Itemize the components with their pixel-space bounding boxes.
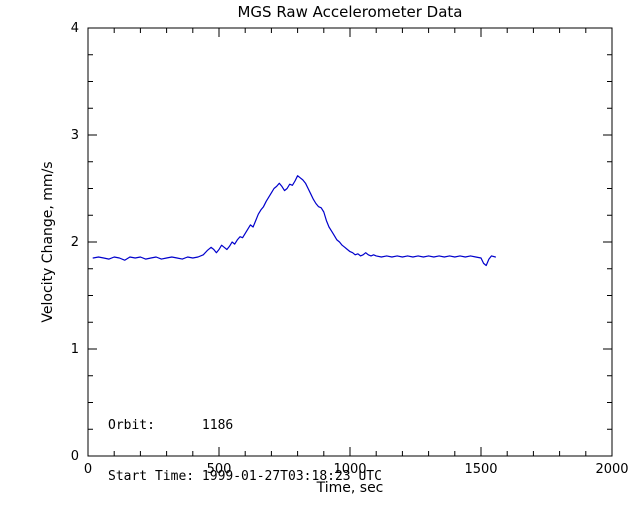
x-tick-label: 500: [207, 462, 232, 477]
y-tick-label: 0: [71, 449, 79, 464]
x-tick-label: 0: [84, 462, 92, 477]
y-tick-label: 4: [71, 21, 79, 36]
y-tick-label: 2: [71, 235, 79, 250]
data-line: [92, 175, 496, 267]
x-axis-label: Time, sec: [316, 480, 384, 496]
chart-title: MGS Raw Accelerometer Data: [237, 3, 462, 21]
x-tick-label: 1000: [333, 462, 366, 477]
annotation-start-time: Start Time: 1999-01-27T03:18:23 UTC: [108, 469, 382, 484]
y-tick-label: 3: [71, 128, 79, 143]
y-axis-label: Velocity Change, mm/s: [40, 161, 56, 322]
y-tick-label: 1: [71, 342, 79, 357]
x-tick-label: 1500: [464, 462, 497, 477]
annotation-orbit: Orbit: 1186: [108, 418, 234, 433]
x-tick-label: 2000: [595, 462, 628, 477]
annotations-block: Orbit: 1186 Start Time: 1999-01-27T03:18…: [108, 383, 382, 512]
